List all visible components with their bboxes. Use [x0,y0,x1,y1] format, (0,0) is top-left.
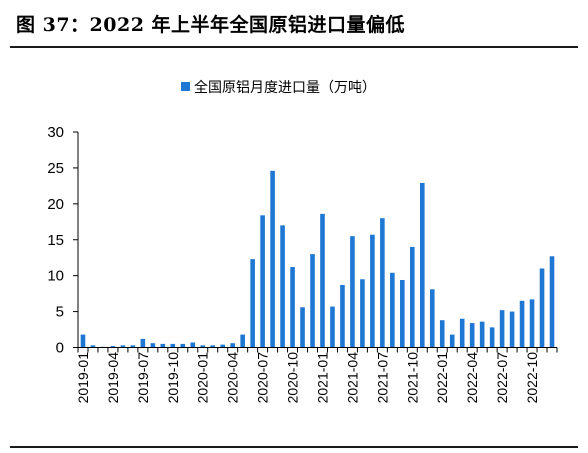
chart-legend: 全国原铝月度进口量（万吨） [181,79,376,96]
bar [350,236,355,348]
x-tick-label: 2019-01 [75,352,91,404]
bar [390,272,395,348]
bar [250,259,255,348]
bar [110,346,116,348]
bar [509,311,515,348]
x-tick-label: 2021-01 [314,352,330,404]
bar [150,343,156,348]
figure-title: 图 37：2022 年上半年全国原铝进口量偏低 [16,14,406,36]
bar [320,213,325,348]
bar [529,299,535,348]
bar [230,343,235,348]
bar [310,254,315,348]
legend-label: 全国原铝月度进口量（万吨） [194,79,376,96]
bar [180,343,186,348]
bar [360,279,365,348]
bar [130,345,136,348]
bar [80,334,86,348]
bar [160,343,166,348]
bar [120,345,126,348]
bar [439,320,445,348]
x-axis: 2019-01 2019-04 2019-07 2019-10 2020-01 2020-… [75,347,558,404]
bar [459,318,465,348]
bar [489,327,495,348]
x-tick-label: 2019-04 [105,352,121,404]
x-tick-label: 2021-04 [344,352,360,404]
bar [499,310,505,348]
bar [280,225,285,348]
x-tick-label: 2019-07 [135,352,151,404]
y-tick-label: 0 [56,340,64,357]
x-tick-label: 2022-07 [494,352,510,404]
bar [170,343,176,348]
x-tick-label: 2020-10 [285,352,301,404]
bar [220,344,225,348]
bar [370,234,375,348]
bar [549,256,555,348]
bar [449,334,455,348]
x-tick-label: 2021-10 [404,352,420,404]
y-tick-label: 30 [47,124,64,141]
bottom-rule [10,446,578,448]
bar [260,215,265,348]
bar [419,183,425,348]
bar [479,321,485,348]
bar [200,345,206,348]
top-rule [10,46,578,48]
y-tick-label: 15 [47,232,64,249]
bar [240,334,245,348]
bar [300,307,305,348]
y-axis: 0 5 10 15 20 25 30 [47,124,79,357]
y-tick-label: 10 [47,268,64,285]
x-tick-label: 2022-01 [434,352,450,404]
y-tick-label: 5 [56,304,64,321]
x-tick-label: 2021-07 [374,352,390,404]
legend-swatch [181,82,190,91]
bar [410,246,415,348]
bar-series [80,170,555,348]
x-tick-label: 2020-01 [195,352,211,404]
bar [140,338,146,348]
x-tick-label: 2022-04 [464,352,480,404]
x-tick-label: 2020-07 [255,352,271,404]
bar [429,289,435,348]
bar [519,300,525,348]
x-tick-label: 2022-10 [524,352,540,404]
bar [330,306,335,348]
bar [90,345,96,348]
x-tick-label: 2020-04 [225,352,241,404]
bar [469,323,475,348]
bar [380,218,385,348]
bar [290,267,295,348]
bar [210,345,216,348]
y-tick-label: 25 [47,160,64,177]
bar [539,268,545,348]
y-tick-label: 20 [47,196,64,213]
x-tick-label: 2019-10 [165,352,181,404]
bar [270,170,275,348]
bar [190,342,196,348]
bar [340,285,345,348]
bar [400,279,405,348]
